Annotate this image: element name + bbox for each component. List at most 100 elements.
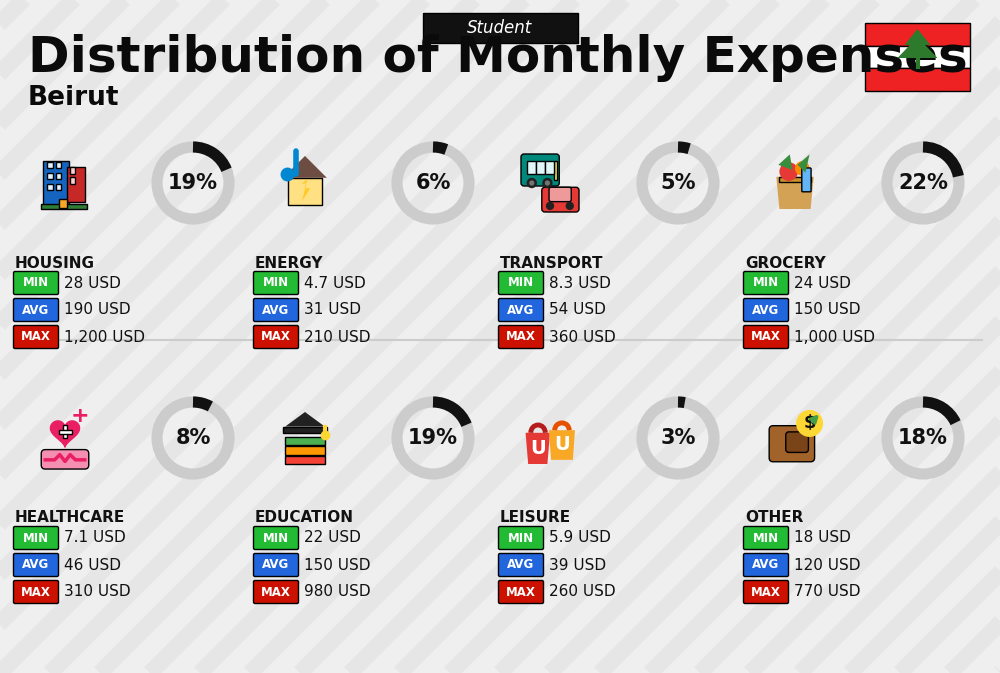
FancyBboxPatch shape: [41, 205, 87, 209]
FancyBboxPatch shape: [769, 426, 815, 462]
Text: MAX: MAX: [21, 586, 51, 598]
FancyBboxPatch shape: [536, 162, 545, 174]
FancyBboxPatch shape: [498, 271, 544, 295]
Text: 190 USD: 190 USD: [64, 302, 131, 318]
FancyBboxPatch shape: [744, 526, 788, 549]
Polygon shape: [549, 430, 575, 460]
FancyBboxPatch shape: [786, 432, 808, 452]
Polygon shape: [898, 37, 938, 58]
Text: AVG: AVG: [507, 559, 535, 571]
Text: 19%: 19%: [168, 173, 218, 193]
FancyBboxPatch shape: [744, 581, 788, 604]
FancyBboxPatch shape: [521, 154, 559, 186]
FancyBboxPatch shape: [285, 437, 325, 446]
Text: HOUSING: HOUSING: [15, 256, 95, 271]
Text: ENERGY: ENERGY: [255, 256, 324, 271]
FancyBboxPatch shape: [527, 162, 536, 174]
Text: U: U: [531, 439, 546, 458]
Text: EDUCATION: EDUCATION: [255, 511, 354, 526]
Text: 4.7 USD: 4.7 USD: [304, 275, 366, 291]
FancyBboxPatch shape: [549, 187, 571, 202]
Text: 770 USD: 770 USD: [794, 584, 860, 600]
Circle shape: [529, 180, 534, 186]
Text: 210 USD: 210 USD: [304, 330, 370, 345]
FancyBboxPatch shape: [56, 162, 61, 168]
Text: 54 USD: 54 USD: [549, 302, 606, 318]
Text: 28 USD: 28 USD: [64, 275, 121, 291]
FancyBboxPatch shape: [498, 526, 544, 549]
Text: MAX: MAX: [21, 330, 51, 343]
Text: AVG: AVG: [262, 304, 290, 316]
Text: 22 USD: 22 USD: [304, 530, 361, 546]
FancyBboxPatch shape: [254, 553, 298, 577]
Polygon shape: [798, 154, 810, 172]
Circle shape: [779, 162, 798, 181]
Text: MIN: MIN: [508, 532, 534, 544]
FancyBboxPatch shape: [744, 553, 788, 577]
FancyBboxPatch shape: [744, 271, 788, 295]
FancyBboxPatch shape: [285, 456, 325, 464]
FancyBboxPatch shape: [43, 161, 69, 208]
Circle shape: [566, 202, 574, 210]
FancyBboxPatch shape: [498, 299, 544, 322]
Polygon shape: [904, 29, 930, 45]
Polygon shape: [285, 412, 325, 427]
FancyBboxPatch shape: [254, 326, 298, 349]
Text: 18%: 18%: [898, 428, 948, 448]
FancyBboxPatch shape: [59, 199, 67, 208]
FancyBboxPatch shape: [47, 162, 53, 168]
Polygon shape: [778, 154, 792, 170]
Text: 8.3 USD: 8.3 USD: [549, 275, 611, 291]
Text: AVG: AVG: [752, 559, 780, 571]
Text: $: $: [803, 415, 816, 433]
Text: OTHER: OTHER: [745, 511, 803, 526]
Polygon shape: [50, 421, 80, 448]
FancyBboxPatch shape: [542, 187, 579, 212]
FancyBboxPatch shape: [14, 553, 58, 577]
Circle shape: [527, 178, 537, 188]
Polygon shape: [283, 156, 327, 178]
FancyBboxPatch shape: [498, 553, 544, 577]
Circle shape: [796, 410, 823, 437]
Text: AVG: AVG: [22, 559, 50, 571]
Polygon shape: [776, 177, 814, 209]
Text: 22%: 22%: [898, 173, 948, 193]
FancyBboxPatch shape: [56, 184, 61, 190]
Text: MIN: MIN: [23, 277, 49, 289]
FancyBboxPatch shape: [254, 299, 298, 322]
Text: U: U: [554, 435, 570, 454]
Text: MIN: MIN: [508, 277, 534, 289]
FancyBboxPatch shape: [254, 526, 298, 549]
FancyBboxPatch shape: [554, 161, 557, 180]
Text: MAX: MAX: [751, 330, 781, 343]
FancyBboxPatch shape: [498, 581, 544, 604]
FancyBboxPatch shape: [14, 526, 58, 549]
FancyBboxPatch shape: [14, 299, 58, 322]
Text: AVG: AVG: [22, 304, 50, 316]
Text: LEISURE: LEISURE: [500, 511, 571, 526]
FancyBboxPatch shape: [422, 13, 578, 43]
Text: 980 USD: 980 USD: [304, 584, 371, 600]
FancyBboxPatch shape: [70, 177, 75, 184]
FancyBboxPatch shape: [744, 326, 788, 349]
FancyBboxPatch shape: [14, 271, 58, 295]
FancyBboxPatch shape: [779, 177, 811, 182]
Text: +: +: [70, 406, 89, 426]
FancyBboxPatch shape: [14, 581, 58, 604]
FancyBboxPatch shape: [47, 184, 53, 190]
Text: Distribution of Monthly Expenses: Distribution of Monthly Expenses: [28, 34, 968, 82]
FancyBboxPatch shape: [865, 46, 970, 69]
FancyBboxPatch shape: [41, 450, 89, 469]
FancyBboxPatch shape: [47, 172, 53, 180]
FancyBboxPatch shape: [545, 162, 554, 174]
Text: 46 USD: 46 USD: [64, 557, 121, 573]
Text: 24 USD: 24 USD: [794, 275, 851, 291]
Text: 6%: 6%: [415, 173, 451, 193]
Text: MIN: MIN: [263, 532, 289, 544]
FancyBboxPatch shape: [14, 326, 58, 349]
FancyBboxPatch shape: [254, 271, 298, 295]
Text: GROCERY: GROCERY: [745, 256, 826, 271]
Text: 19%: 19%: [408, 428, 458, 448]
Text: 360 USD: 360 USD: [549, 330, 616, 345]
FancyBboxPatch shape: [56, 172, 61, 180]
